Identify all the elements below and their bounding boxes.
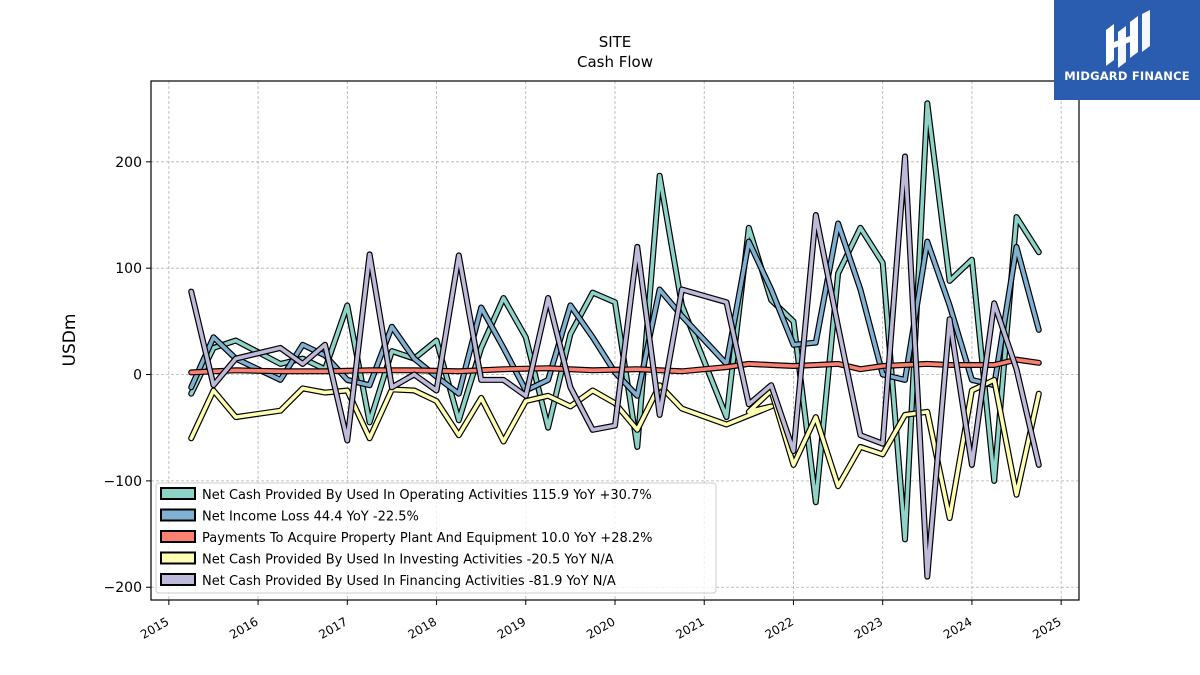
y-axis-label: USDm bbox=[60, 314, 80, 367]
chart-title: SITE bbox=[599, 33, 632, 51]
x-tick-label: 2017 bbox=[316, 614, 349, 641]
x-tick-label: 2019 bbox=[495, 614, 528, 641]
series-layer bbox=[188, 100, 1042, 580]
y-tick-label: −200 bbox=[104, 580, 142, 596]
legend-label: Payments To Acquire Property Plant And E… bbox=[202, 531, 653, 546]
legend-box bbox=[155, 482, 717, 594]
x-axis: 2015 2016 2017 2018 2019 2020 2021 2022 2023 2024… bbox=[138, 600, 1064, 642]
y-axis: 200 100 0 −100 −200 bbox=[104, 155, 151, 596]
brand-mark-icon bbox=[1106, 10, 1150, 68]
legend-swatch bbox=[160, 573, 196, 586]
x-tick-label: 2018 bbox=[406, 614, 439, 641]
legend: Net Cash Provided By Used In Operating A… bbox=[155, 482, 717, 594]
x-tick-label: 2022 bbox=[763, 614, 796, 641]
series-line bbox=[189, 154, 1041, 579]
y-tick-label: 200 bbox=[115, 155, 142, 171]
x-tick-label: 2016 bbox=[227, 614, 260, 641]
legend-swatch bbox=[160, 487, 196, 500]
x-tick-label: 2015 bbox=[138, 614, 171, 641]
x-tick-label: 2025 bbox=[1030, 614, 1063, 641]
series-line bbox=[189, 357, 1041, 375]
x-tick-label: 2023 bbox=[852, 614, 885, 641]
midgard-finance-logo: MIDGARD FINANCE bbox=[1054, 0, 1200, 100]
legend-label: Net Cash Provided By Used In Financing A… bbox=[202, 574, 616, 589]
legend-swatch bbox=[160, 551, 196, 565]
series-line bbox=[189, 101, 1041, 542]
series-3 bbox=[188, 356, 1042, 376]
legend-swatch bbox=[160, 508, 196, 522]
y-tick-label: −100 bbox=[104, 474, 142, 490]
y-tick-label: 0 bbox=[133, 368, 142, 384]
x-tick-label: 2024 bbox=[941, 614, 974, 641]
series-1 bbox=[188, 100, 1042, 543]
y-tick-label: 100 bbox=[115, 261, 142, 277]
series-5 bbox=[188, 153, 1042, 580]
legend-swatch bbox=[160, 530, 196, 543]
brand-name: MIDGARD FINANCE bbox=[1064, 69, 1190, 83]
legend-label: Net Cash Provided By Used In Operating A… bbox=[202, 488, 652, 503]
legend-label: Net Cash Provided By Used In Investing A… bbox=[202, 553, 614, 568]
x-tick-label: 2020 bbox=[584, 614, 617, 641]
legend-label: Net Income Loss 44.4 YoY -22.5% bbox=[202, 510, 419, 525]
chart-subtitle: Cash Flow bbox=[577, 53, 653, 71]
x-tick-label: 2021 bbox=[673, 614, 706, 641]
